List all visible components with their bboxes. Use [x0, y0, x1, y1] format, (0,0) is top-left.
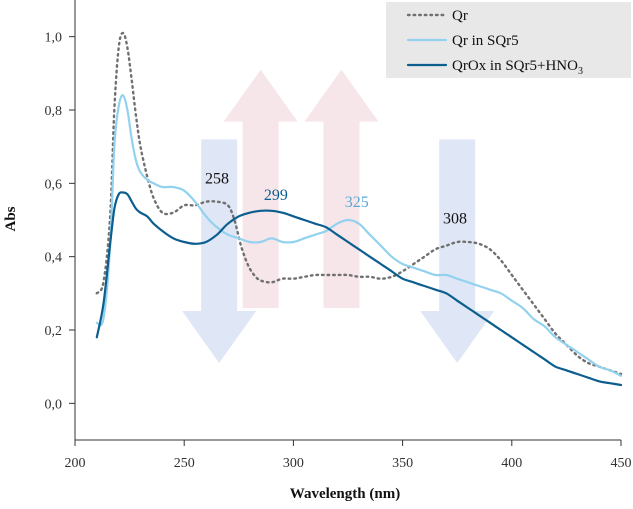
- y-tick-label: 0,6: [45, 177, 63, 192]
- x-tick-label: 300: [283, 456, 304, 471]
- y-tick-label: 0,4: [45, 251, 63, 266]
- arrow-up-2: [304, 69, 379, 309]
- x-axis-label: Wavelength (nm): [290, 486, 400, 502]
- y-tick-label: 1,0: [45, 31, 63, 46]
- peak-annotation: 258: [205, 170, 229, 187]
- shift-arrows: [182, 69, 495, 363]
- legend-label-1: Qr in SQr5: [452, 33, 519, 49]
- plot-series: [95, 31, 623, 387]
- legend-label-0: Qr: [452, 8, 468, 24]
- legend-items: Qr Qr in SQr5 QrOx in SQr5+HNO3: [406, 8, 583, 77]
- peak-annotations: 258 299 325 308: [205, 170, 467, 227]
- y-axis-label: Abs: [3, 206, 19, 231]
- x-tick-label: 400: [501, 456, 522, 471]
- arrow-down-3: [420, 139, 495, 363]
- axes: Wavelength (nm) Abs 200 250 300 350 400 450 0,…: [3, 0, 632, 502]
- x-tick-label: 450: [611, 456, 632, 471]
- series-line-1: [95, 94, 623, 377]
- y-tick-label: 0,2: [45, 324, 63, 339]
- series-line-0: [95, 31, 623, 376]
- x-tick-label: 250: [174, 456, 195, 471]
- legend: Qr Qr in SQr5 QrOx in SQr5+HNO3: [386, 2, 631, 78]
- series-line-2: [95, 191, 623, 387]
- x-tick-label: 200: [65, 456, 86, 471]
- arrow-down-0: [182, 139, 257, 363]
- peak-annotation: 299: [264, 187, 288, 204]
- legend-label-2: QrOx in SQr5+HNO3: [452, 58, 583, 77]
- y-tick-label: 0,8: [45, 104, 63, 119]
- peak-annotation: 325: [345, 194, 369, 211]
- peak-annotation: 308: [443, 211, 467, 228]
- x-tick-label: 350: [392, 456, 413, 471]
- y-tick-label: 0,0: [45, 397, 63, 412]
- arrow-up-1: [223, 69, 298, 309]
